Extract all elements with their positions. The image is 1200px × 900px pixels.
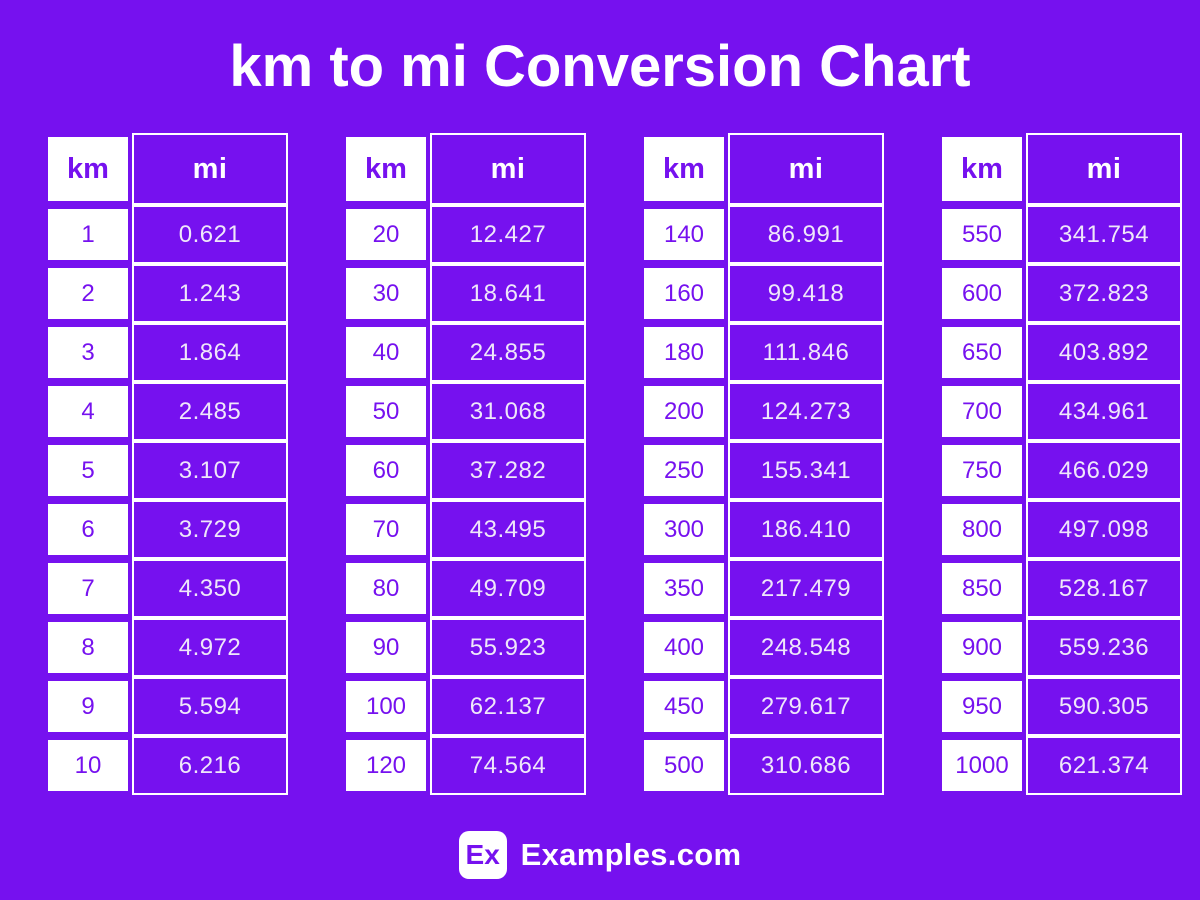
mi-cell: 74.564 bbox=[430, 736, 586, 795]
mi-cell: 466.029 bbox=[1026, 441, 1182, 500]
page-title: km to mi Conversion Chart bbox=[229, 34, 971, 99]
km-cell: 140 bbox=[640, 205, 728, 264]
mi-cell: 3.729 bbox=[132, 500, 288, 559]
conversion-table-4: km mi 550 341.754 600 372.823 650 403.892 700 434… bbox=[938, 133, 1182, 795]
mi-cell: 372.823 bbox=[1026, 264, 1182, 323]
mi-cell: 186.410 bbox=[728, 500, 884, 559]
km-cell: 3 bbox=[44, 323, 132, 382]
mi-cell: 4.350 bbox=[132, 559, 288, 618]
km-cell: 80 bbox=[342, 559, 430, 618]
km-cell: 6 bbox=[44, 500, 132, 559]
km-header-cell: km bbox=[342, 133, 430, 205]
mi-cell: 18.641 bbox=[430, 264, 586, 323]
km-cell: 900 bbox=[938, 618, 1026, 677]
km-cell: 60 bbox=[342, 441, 430, 500]
mi-cell: 12.427 bbox=[430, 205, 586, 264]
conversion-tables-row: km mi 1 0.621 2 1.243 3 1.864 4 2.485 5 3.107 6 3.729… bbox=[0, 100, 1200, 795]
km-cell: 160 bbox=[640, 264, 728, 323]
km-cell: 40 bbox=[342, 323, 430, 382]
mi-cell: 403.892 bbox=[1026, 323, 1182, 382]
mi-header-cell: mi bbox=[430, 133, 586, 205]
km-cell: 20 bbox=[342, 205, 430, 264]
footer-branding: Ex Examples.com bbox=[0, 831, 1200, 879]
km-cell: 800 bbox=[938, 500, 1026, 559]
km-cell: 300 bbox=[640, 500, 728, 559]
mi-cell: 341.754 bbox=[1026, 205, 1182, 264]
mi-cell: 86.991 bbox=[728, 205, 884, 264]
km-cell: 90 bbox=[342, 618, 430, 677]
km-cell: 200 bbox=[640, 382, 728, 441]
km-cell: 180 bbox=[640, 323, 728, 382]
mi-cell: 62.137 bbox=[430, 677, 586, 736]
km-cell: 10 bbox=[44, 736, 132, 795]
km-header-cell: km bbox=[640, 133, 728, 205]
km-cell: 2 bbox=[44, 264, 132, 323]
km-cell: 400 bbox=[640, 618, 728, 677]
mi-cell: 217.479 bbox=[728, 559, 884, 618]
mi-cell: 5.594 bbox=[132, 677, 288, 736]
km-cell: 100 bbox=[342, 677, 430, 736]
mi-cell: 310.686 bbox=[728, 736, 884, 795]
mi-cell: 6.216 bbox=[132, 736, 288, 795]
km-cell: 350 bbox=[640, 559, 728, 618]
km-cell: 600 bbox=[938, 264, 1026, 323]
mi-cell: 31.068 bbox=[430, 382, 586, 441]
mi-cell: 434.961 bbox=[1026, 382, 1182, 441]
km-cell: 5 bbox=[44, 441, 132, 500]
km-cell: 50 bbox=[342, 382, 430, 441]
km-cell: 650 bbox=[938, 323, 1026, 382]
mi-cell: 590.305 bbox=[1026, 677, 1182, 736]
mi-cell: 24.855 bbox=[430, 323, 586, 382]
km-cell: 70 bbox=[342, 500, 430, 559]
mi-cell: 37.282 bbox=[430, 441, 586, 500]
conversion-table-1: km mi 1 0.621 2 1.243 3 1.864 4 2.485 5 3.107 6 3.729… bbox=[44, 133, 288, 795]
mi-cell: 0.621 bbox=[132, 205, 288, 264]
km-cell: 750 bbox=[938, 441, 1026, 500]
mi-cell: 279.617 bbox=[728, 677, 884, 736]
examples-logo-icon: Ex bbox=[458, 831, 507, 879]
mi-cell: 497.098 bbox=[1026, 500, 1182, 559]
mi-cell: 528.167 bbox=[1026, 559, 1182, 618]
mi-cell: 111.846 bbox=[728, 323, 884, 382]
mi-cell: 2.485 bbox=[132, 382, 288, 441]
mi-cell: 1.243 bbox=[132, 264, 288, 323]
logo-text: Ex bbox=[465, 839, 500, 870]
mi-cell: 4.972 bbox=[132, 618, 288, 677]
brand-name: Examples.com bbox=[520, 837, 742, 872]
km-cell: 250 bbox=[640, 441, 728, 500]
km-cell: 7 bbox=[44, 559, 132, 618]
mi-header-cell: mi bbox=[1026, 133, 1182, 205]
mi-header-cell: mi bbox=[132, 133, 288, 205]
km-cell: 8 bbox=[44, 618, 132, 677]
mi-cell: 55.923 bbox=[430, 618, 586, 677]
km-cell: 4 bbox=[44, 382, 132, 441]
mi-cell: 49.709 bbox=[430, 559, 586, 618]
km-cell: 850 bbox=[938, 559, 1026, 618]
mi-cell: 1.864 bbox=[132, 323, 288, 382]
km-header-cell: km bbox=[44, 133, 132, 205]
km-cell: 700 bbox=[938, 382, 1026, 441]
mi-cell: 248.548 bbox=[728, 618, 884, 677]
mi-cell: 99.418 bbox=[728, 264, 884, 323]
mi-cell: 155.341 bbox=[728, 441, 884, 500]
km-cell: 30 bbox=[342, 264, 430, 323]
mi-header-cell: mi bbox=[728, 133, 884, 205]
km-cell: 9 bbox=[44, 677, 132, 736]
mi-cell: 559.236 bbox=[1026, 618, 1182, 677]
km-header-cell: km bbox=[938, 133, 1026, 205]
mi-cell: 124.273 bbox=[728, 382, 884, 441]
mi-cell: 3.107 bbox=[132, 441, 288, 500]
km-cell: 120 bbox=[342, 736, 430, 795]
km-cell: 1 bbox=[44, 205, 132, 264]
conversion-table-2: km mi 20 12.427 30 18.641 40 24.855 50 31.068 60 37… bbox=[342, 133, 586, 795]
mi-cell: 43.495 bbox=[430, 500, 586, 559]
km-cell: 550 bbox=[938, 205, 1026, 264]
km-cell: 1000 bbox=[938, 736, 1026, 795]
conversion-table-3: km mi 140 86.991 160 99.418 180 111.846 200 124.2… bbox=[640, 133, 884, 795]
km-cell: 500 bbox=[640, 736, 728, 795]
km-cell: 950 bbox=[938, 677, 1026, 736]
mi-cell: 621.374 bbox=[1026, 736, 1182, 795]
km-cell: 450 bbox=[640, 677, 728, 736]
